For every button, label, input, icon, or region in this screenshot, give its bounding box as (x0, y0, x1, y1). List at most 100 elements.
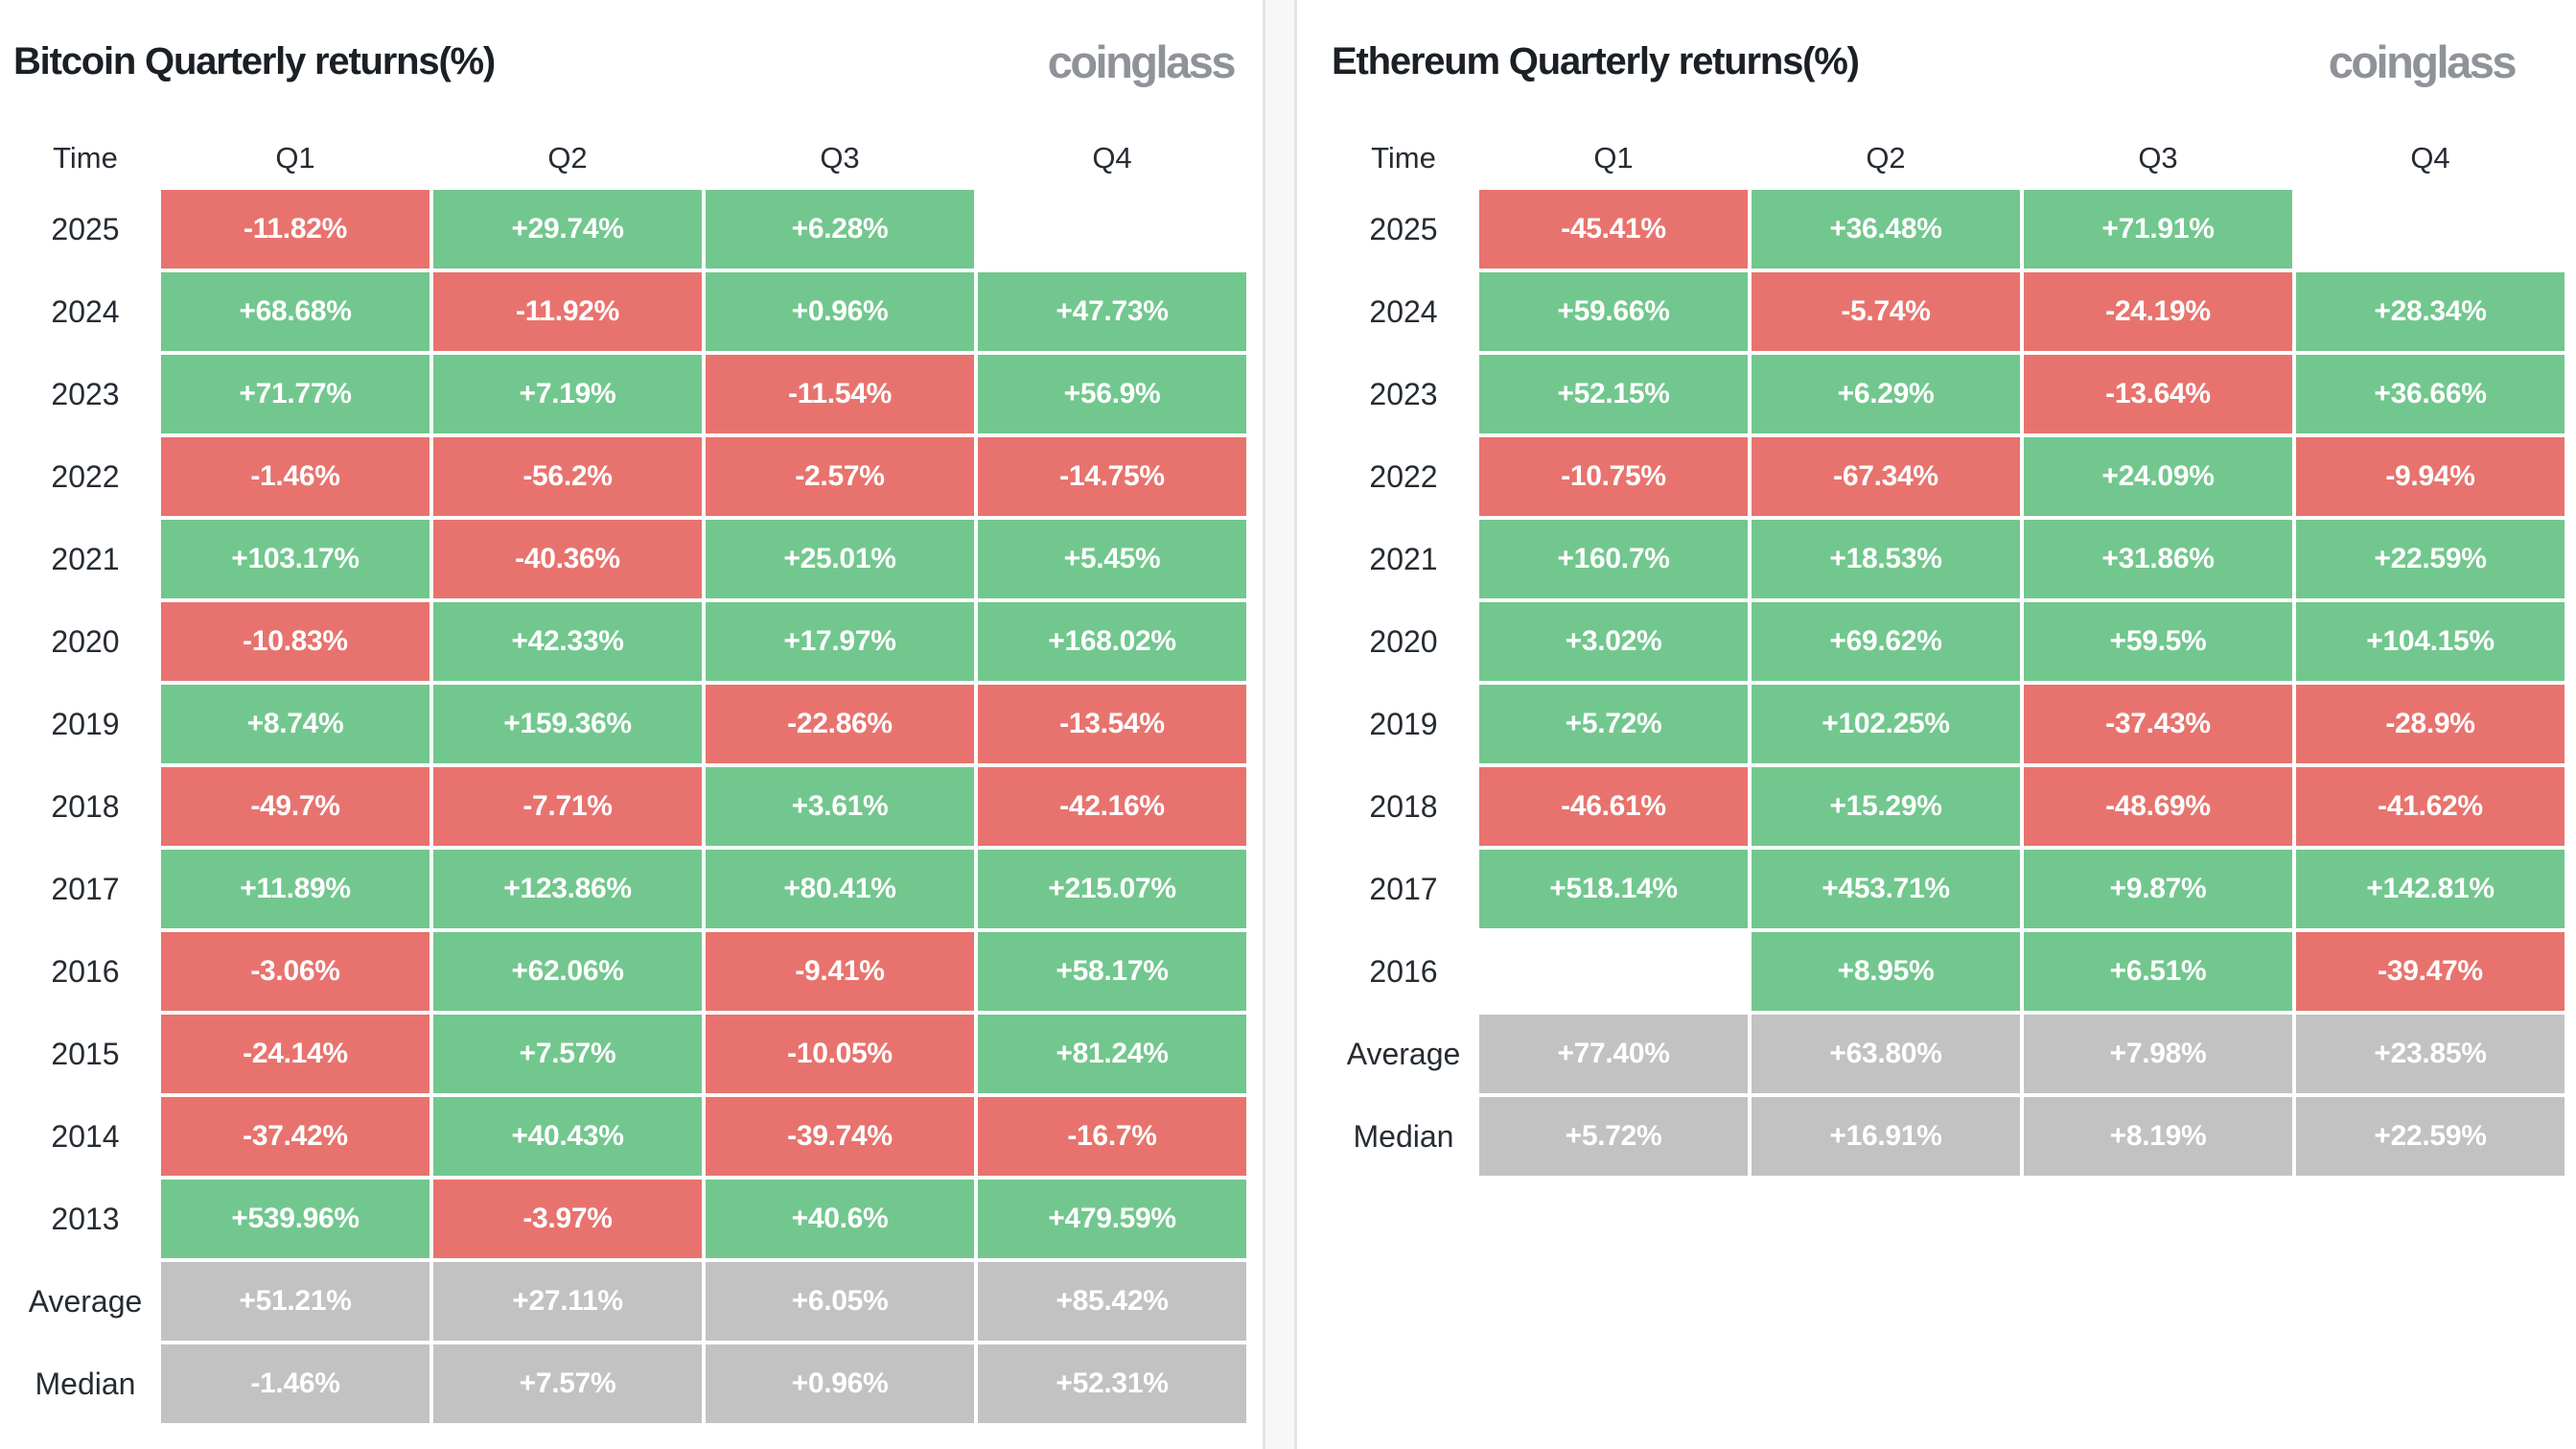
row-label: 2019 (51, 706, 120, 741)
return-cell: -56.2% (433, 437, 702, 516)
column-header-q4: Q4 (2410, 141, 2450, 175)
coinglass-logo: coinglass (1047, 35, 1237, 87)
return-cell: +81.24% (978, 1015, 1246, 1093)
return-cell: -3.06% (161, 932, 429, 1011)
return-cell: -7.71% (433, 767, 702, 846)
return-cell: +160.7% (1479, 520, 1748, 598)
return-cell: +3.61% (706, 767, 974, 846)
return-cell: +8.95% (1752, 932, 2020, 1011)
return-cell: +18.53% (1752, 520, 2020, 598)
return-cell: +7.98% (2024, 1015, 2292, 1093)
return-cell: +6.51% (2024, 932, 2292, 1011)
return-cell: +16.91% (1752, 1097, 2020, 1176)
return-cell: +0.96% (706, 272, 974, 351)
row-label: 2022 (1369, 458, 1438, 494)
row-label: 2015 (51, 1036, 120, 1071)
row-label: 2014 (51, 1118, 120, 1154)
return-cell: +24.09% (2024, 437, 2292, 516)
return-cell: +63.80% (1752, 1015, 2020, 1093)
row-label: Average (28, 1283, 143, 1319)
return-cell: -9.94% (2296, 437, 2564, 516)
return-cell: -5.74% (1752, 272, 2020, 351)
row-label: 2025 (1369, 211, 1438, 246)
row-label: Median (35, 1366, 136, 1401)
return-cell: +59.5% (2024, 602, 2292, 681)
return-cell: +6.28% (706, 190, 974, 269)
row-label: 2018 (1369, 788, 1438, 824)
return-cell: -37.42% (161, 1097, 429, 1176)
return-cell: +453.71% (1752, 850, 2020, 928)
return-cell: +59.66% (1479, 272, 1748, 351)
return-cell: -13.64% (2024, 355, 2292, 433)
row-label: 2017 (51, 871, 120, 906)
table-title: Ethereum Quarterly returns(%) (1332, 39, 1860, 82)
return-cell: +103.17% (161, 520, 429, 598)
row-label: 2017 (1369, 871, 1438, 906)
return-cell: +22.59% (2296, 1097, 2564, 1176)
return-cell: -1.46% (161, 1344, 429, 1423)
return-cell: -9.41% (706, 932, 974, 1011)
return-cell: +68.68% (161, 272, 429, 351)
return-cell: +7.19% (433, 355, 702, 433)
return-cell: -24.19% (2024, 272, 2292, 351)
row-label: 2024 (1369, 293, 1438, 329)
return-cell: -10.75% (1479, 437, 1748, 516)
return-cell: +85.42% (978, 1262, 1246, 1341)
return-cell: +40.6% (706, 1180, 974, 1258)
return-cell: -16.7% (978, 1097, 1246, 1176)
return-cell: +40.43% (433, 1097, 702, 1176)
return-cell: -22.86% (706, 685, 974, 763)
column-header-time: Time (1371, 141, 1436, 175)
return-cell: -2.57% (706, 437, 974, 516)
return-cell: +56.9% (978, 355, 1246, 433)
return-cell: +47.73% (978, 272, 1246, 351)
row-label: 2025 (51, 211, 120, 246)
return-cell: +8.19% (2024, 1097, 2292, 1176)
return-cell: +9.87% (2024, 850, 2292, 928)
return-cell: +27.11% (433, 1262, 702, 1341)
return-cell: +518.14% (1479, 850, 1748, 928)
return-cell: +58.17% (978, 932, 1246, 1011)
return-cell: +142.81% (2296, 850, 2564, 928)
return-cell: -24.14% (161, 1015, 429, 1093)
return-cell: -39.47% (2296, 932, 2564, 1011)
return-cell: -42.16% (978, 767, 1246, 846)
return-cell: +104.15% (2296, 602, 2564, 681)
empty-cell (1479, 932, 1748, 1011)
column-header-q2: Q2 (547, 141, 588, 175)
return-cell: +539.96% (161, 1180, 429, 1258)
panel-divider (1263, 0, 1297, 1449)
empty-cell (978, 190, 1246, 269)
return-cell: -13.54% (978, 685, 1246, 763)
column-header-q1: Q1 (275, 141, 315, 175)
return-cell: +36.48% (1752, 190, 2020, 269)
return-cell: -49.7% (161, 767, 429, 846)
column-header-q1: Q1 (1593, 141, 1634, 175)
row-label: 2021 (1369, 541, 1438, 576)
return-cell: +159.36% (433, 685, 702, 763)
return-cell: +102.25% (1752, 685, 2020, 763)
return-cell: +42.33% (433, 602, 702, 681)
column-header-q3: Q3 (820, 141, 860, 175)
return-cell: +0.96% (706, 1344, 974, 1423)
column-header-q3: Q3 (2138, 141, 2178, 175)
return-cell: +52.15% (1479, 355, 1748, 433)
return-cell: +123.86% (433, 850, 702, 928)
return-cell: -11.54% (706, 355, 974, 433)
return-cell: -3.97% (433, 1180, 702, 1258)
ethereum-panel: Ethereum Quarterly returns(%) coinglass … (1297, 0, 2564, 1449)
row-label: 2023 (1369, 376, 1438, 411)
return-cell: -37.43% (2024, 685, 2292, 763)
bitcoin-returns-table: Time Q1 Q2 Q3 Q4 2025 -11.82% +29.74% +6.28% 2024… (13, 130, 1263, 1423)
return-cell: +23.85% (2296, 1015, 2564, 1093)
return-cell: +5.72% (1479, 1097, 1748, 1176)
return-cell: +52.31% (978, 1344, 1246, 1423)
return-cell: +17.97% (706, 602, 974, 681)
return-cell: +8.74% (161, 685, 429, 763)
row-label: 2016 (51, 953, 120, 989)
return-cell: +62.06% (433, 932, 702, 1011)
return-cell: +71.77% (161, 355, 429, 433)
return-cell: +36.66% (2296, 355, 2564, 433)
return-cell: -39.74% (706, 1097, 974, 1176)
return-cell: -11.82% (161, 190, 429, 269)
